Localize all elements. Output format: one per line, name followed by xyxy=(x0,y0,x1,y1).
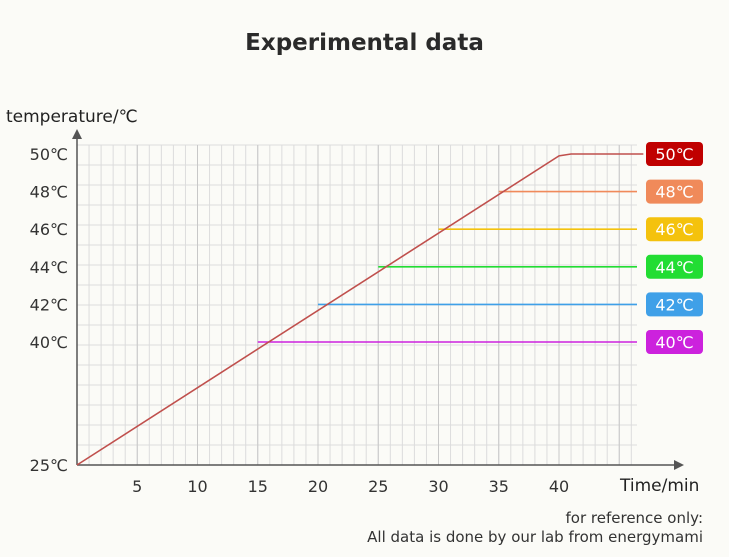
legend-badge-42: 42℃ xyxy=(646,292,703,317)
legend-badge-label: 40℃ xyxy=(655,333,693,352)
legend-badge-50: 50℃ xyxy=(646,142,703,166)
legend-badge-bg xyxy=(646,142,703,166)
footnote-line-1: for reference only: xyxy=(565,509,703,527)
y-axis-arrow xyxy=(72,129,82,139)
chart-title: Experimental data xyxy=(245,30,484,56)
y-tick-label: 25℃ xyxy=(30,456,68,475)
legend-badge-label: 46℃ xyxy=(655,220,693,239)
legend-badge-bg xyxy=(646,217,703,242)
y-tick-label: 48℃ xyxy=(30,183,68,202)
legend-badge-label: 44℃ xyxy=(655,258,693,277)
x-tick-label: 10 xyxy=(187,477,207,496)
x-tick-label: 5 xyxy=(132,477,142,496)
footnote-line-2: All data is done by our lab from energym… xyxy=(367,528,703,546)
legend-badge-bg xyxy=(646,330,703,354)
legend-badge-bg xyxy=(646,292,703,317)
legend-badge-44: 44℃ xyxy=(646,254,703,279)
legend-badge-40: 40℃ xyxy=(646,330,703,354)
legend-badge-label: 50℃ xyxy=(655,145,693,164)
y-tick-label: 42℃ xyxy=(30,295,68,314)
y-axis-label: temperature/℃ xyxy=(6,107,138,127)
legend-badge-bg xyxy=(646,179,703,204)
x-tick-label: 30 xyxy=(428,477,448,496)
legend-badge-label: 48℃ xyxy=(655,183,693,202)
x-tick-label: 15 xyxy=(248,477,268,496)
ramp-line xyxy=(76,153,644,466)
x-tick-label: 25 xyxy=(368,477,388,496)
x-tick-label: 40 xyxy=(549,477,569,496)
x-tick-label: 35 xyxy=(489,477,509,496)
y-tick-label: 50℃ xyxy=(30,145,68,164)
x-axis-label: Time/min xyxy=(620,476,700,496)
legend-badge-bg xyxy=(646,254,703,279)
y-tick-label: 44℃ xyxy=(30,258,68,277)
x-axis-arrow xyxy=(674,460,684,470)
x-tick-label: 20 xyxy=(308,477,328,496)
legend-badge-46: 46℃ xyxy=(646,217,703,242)
y-tick-label: 40℃ xyxy=(30,333,68,352)
legend-badge-48: 48℃ xyxy=(646,179,703,204)
y-tick-label: 46℃ xyxy=(30,220,68,239)
legend-badge-label: 42℃ xyxy=(655,295,693,314)
